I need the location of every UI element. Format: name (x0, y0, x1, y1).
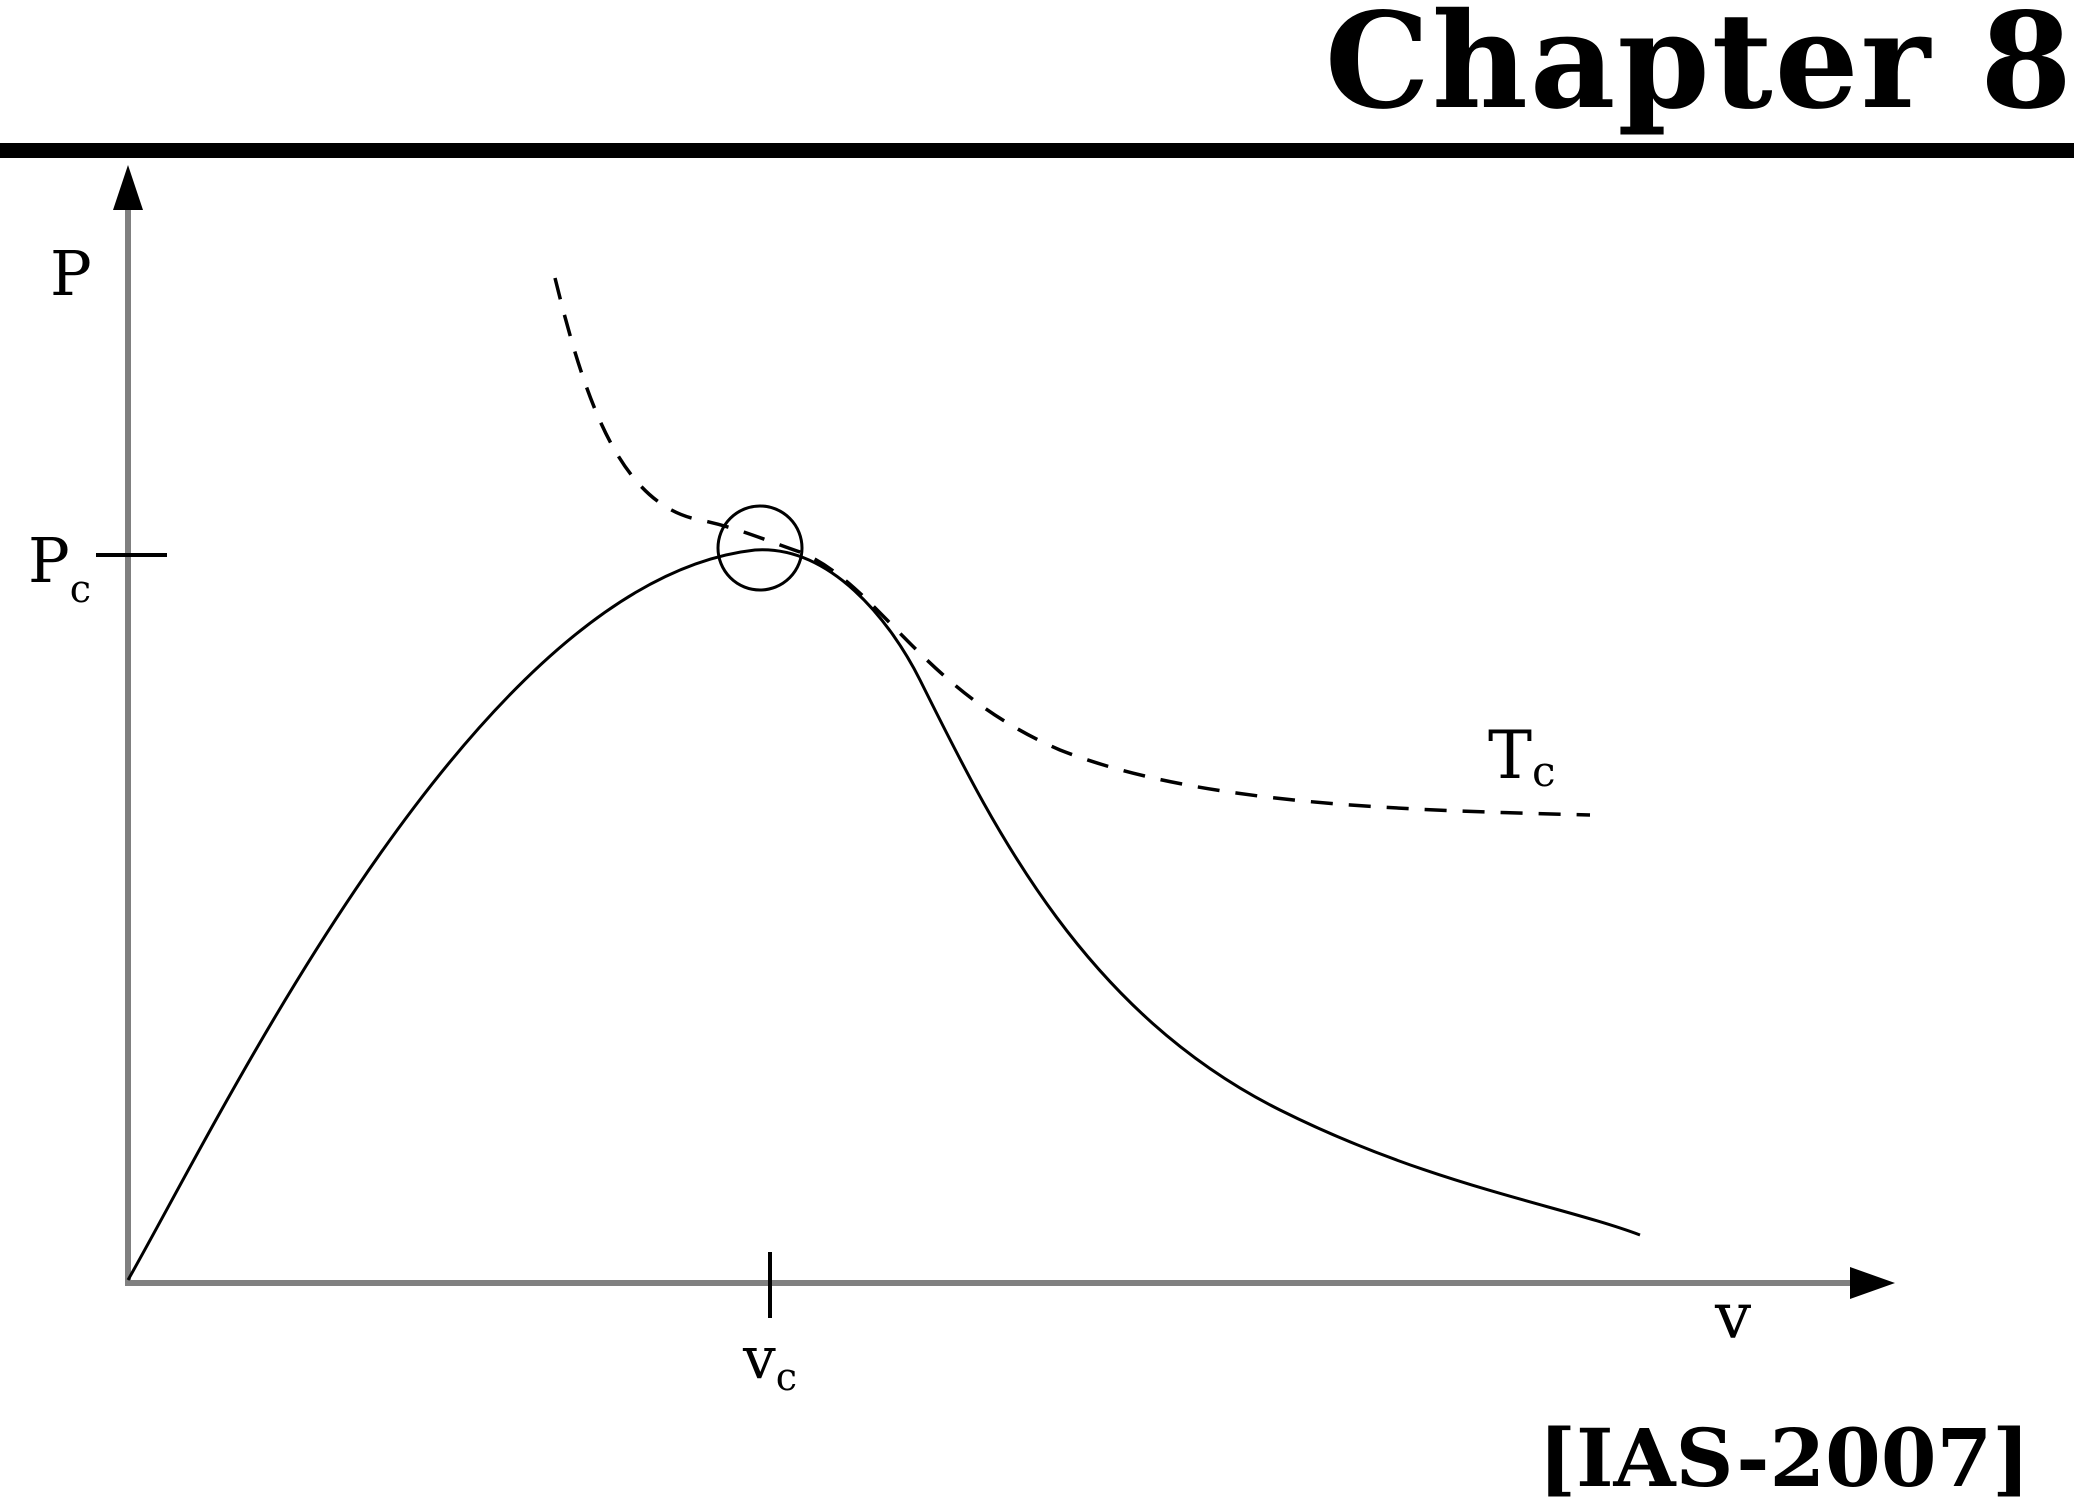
y-axis-label: P (50, 237, 92, 310)
tc-symbol: T (1488, 717, 1532, 794)
pc-symbol: P (28, 524, 70, 597)
saturation-curve (126, 548, 1641, 1281)
vc-subscript: c (776, 1355, 797, 1399)
vc-symbol: v (742, 1324, 776, 1392)
header-rule (0, 143, 2074, 158)
chapter-title: Chapter 8 (1324, 0, 2074, 139)
tc-label: Tc (1488, 717, 1556, 796)
x-axis-arrowhead (1850, 1267, 1895, 1299)
tc-subscript: c (1532, 747, 1556, 796)
pc-label: Pc (28, 524, 91, 611)
critical-point-marker (716, 504, 804, 592)
x-axis-label: v (1714, 1280, 1751, 1354)
source-tag: [IAS-2007] (1538, 1411, 2030, 1505)
pc-subscript: c (70, 567, 91, 611)
critical-isotherm (553, 277, 1591, 817)
y-axis-arrowhead (113, 165, 143, 210)
vc-label: vc (742, 1324, 797, 1399)
